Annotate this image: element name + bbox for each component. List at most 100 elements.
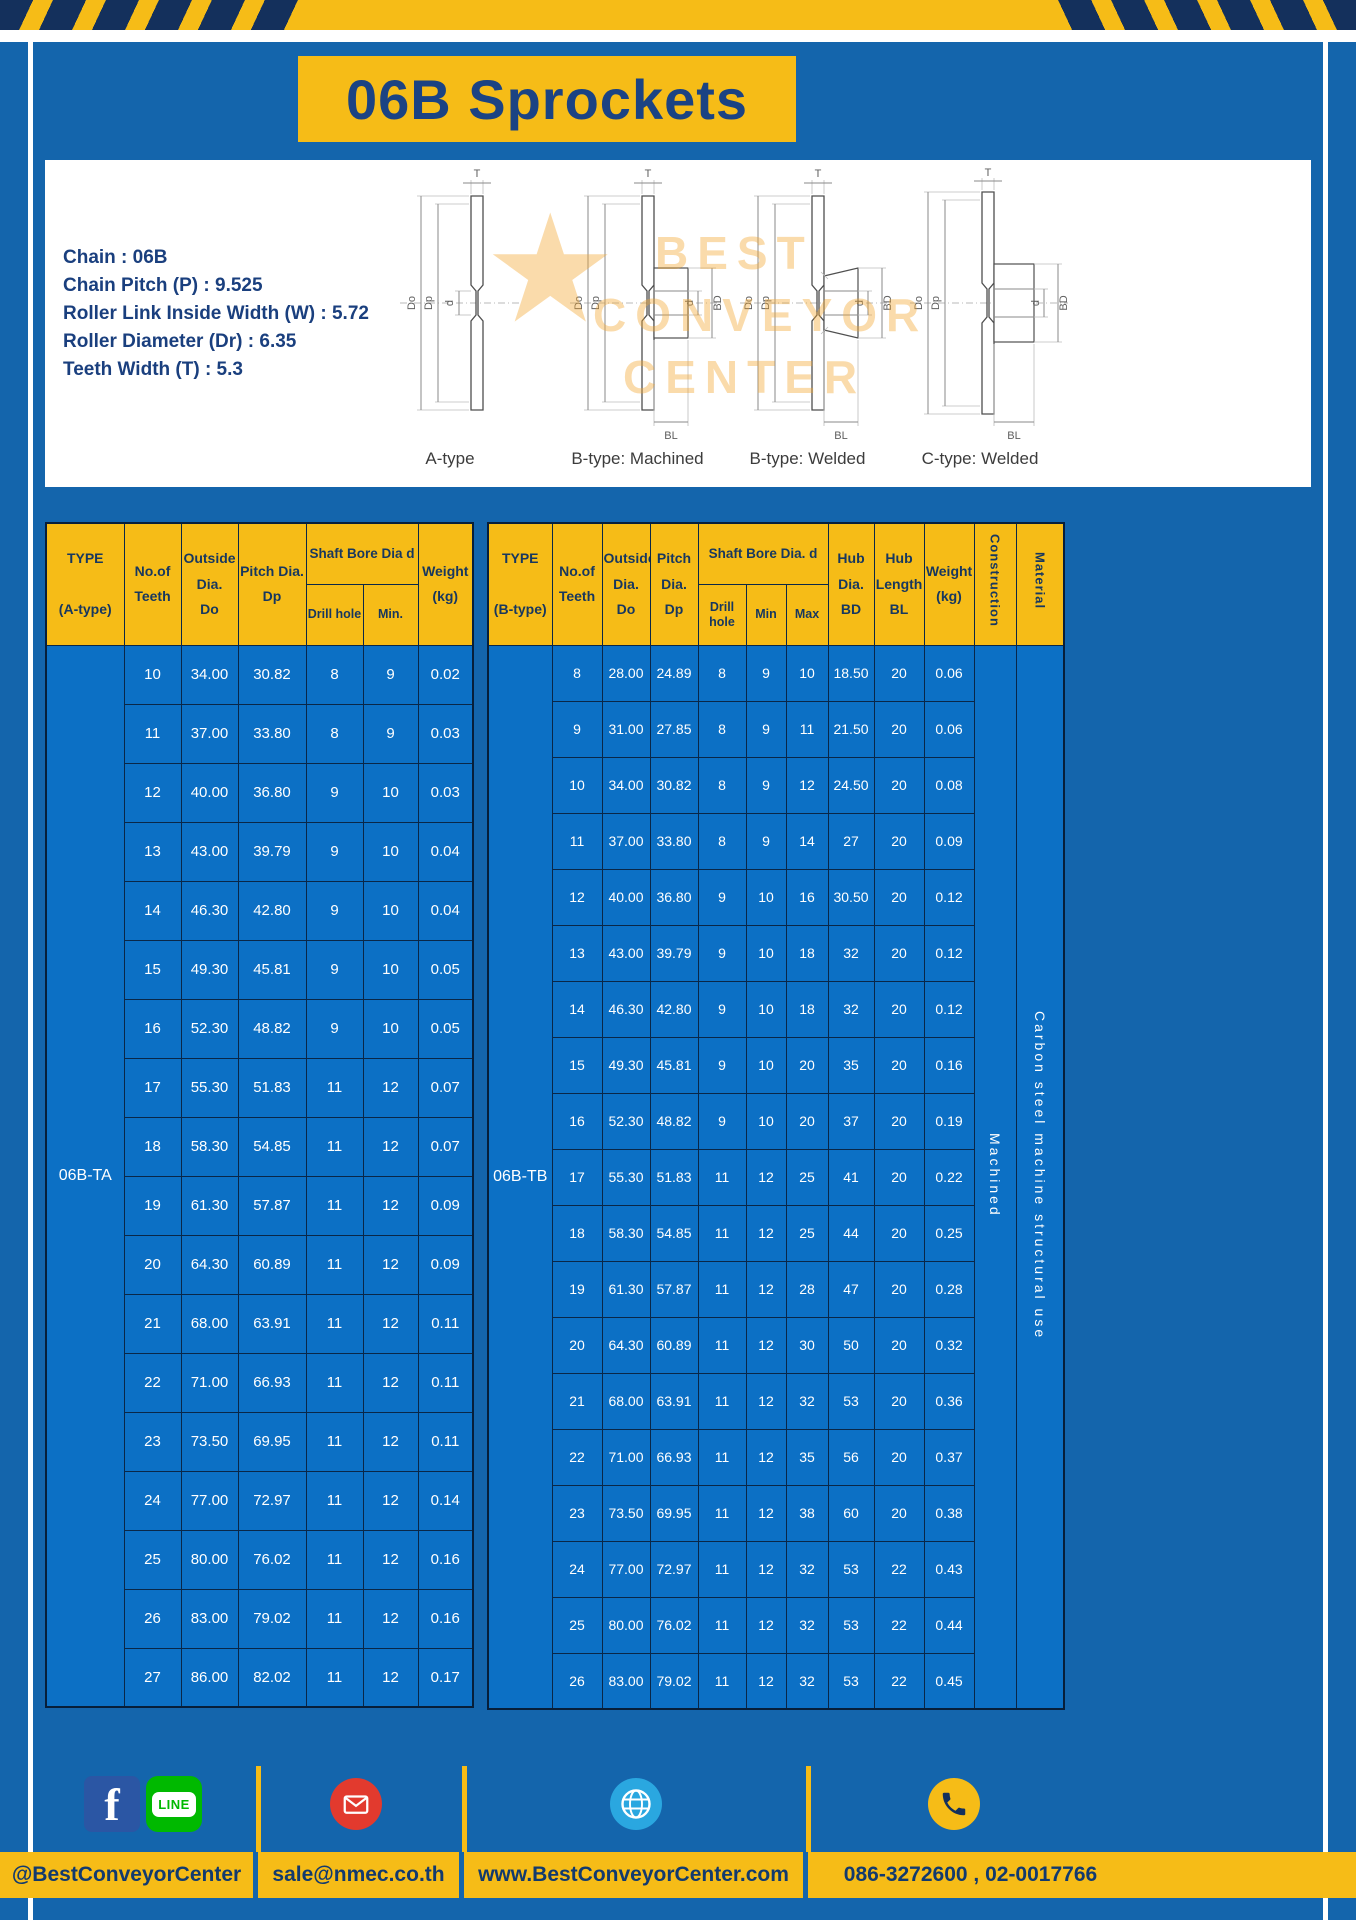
table-cell: 8 <box>697 812 747 870</box>
table-cell: 12 <box>362 1293 419 1354</box>
table-cell: 12 <box>745 1596 787 1654</box>
table-cell: 12 <box>551 868 603 926</box>
table-cell: 11 <box>305 1529 364 1590</box>
table-row: 21 68.00 63.91 11 12 32 53 20 0.36 <box>488 1372 1064 1430</box>
spec-line-roller-width: Roller Link Inside Width (W) : 5.72 <box>63 303 369 324</box>
white-divider-band <box>0 30 1356 42</box>
table-cell: 72.97 <box>649 1540 699 1598</box>
table-cell: 0.22 <box>923 1148 975 1206</box>
table-cell: 8 <box>697 644 747 702</box>
table-cell: 12 <box>745 1652 787 1710</box>
table-row: 06B-TB 8 28.00 24.89 8 9 10 18.50 20 0.06 Machined… <box>487 644 1065 1710</box>
table-cell: 12 <box>362 1116 419 1177</box>
table-cell: 12 <box>745 1316 787 1374</box>
table-cell: 0.06 <box>923 700 975 758</box>
table-cell: 0.12 <box>923 868 975 926</box>
table-cell: 25 <box>123 1529 182 1590</box>
table-cell: 57.87 <box>237 1175 307 1236</box>
table-cell: 10 <box>785 644 829 702</box>
dim-label-dp: Dp <box>423 296 435 310</box>
table-cell: 9 <box>362 644 419 705</box>
mail-icon <box>330 1778 382 1830</box>
table-cell: 9 <box>745 812 787 870</box>
dim-label-dp: Dp <box>760 296 772 310</box>
spec-line-chain: Chain : 06B <box>63 247 168 268</box>
facebook-letter: f <box>104 1778 120 1830</box>
table-cell: 24 <box>123 1470 182 1531</box>
table-cell: 10 <box>745 1036 787 1094</box>
table-b-body: 06B-TB 8 28.00 24.89 8 9 10 18.50 20 0.06 Machined… <box>487 644 1065 1710</box>
diagram-caption-b-welded: B-type: Welded <box>749 449 866 468</box>
col-header-shaft-bore-group: Shaft Bore Dia. d <box>697 522 829 585</box>
table-cell: 20 <box>873 868 925 926</box>
table-a-header: TYPE (A-type) No.of Teeth Outside Dia. D… <box>45 522 474 646</box>
table-cell: 11 <box>305 1352 364 1413</box>
table-cell: 0.37 <box>923 1428 975 1486</box>
table-cell: 0.04 <box>417 821 474 882</box>
table-cell: 53 <box>827 1596 875 1654</box>
col-header-min: Min. <box>362 583 419 646</box>
table-cell: 50 <box>827 1316 875 1374</box>
table-cell: 0.03 <box>417 762 474 823</box>
table-cell: 32 <box>785 1652 829 1710</box>
col-header-material: Material <box>1015 522 1065 646</box>
table-cell: 45.81 <box>237 939 307 1000</box>
table-cell: 32 <box>785 1596 829 1654</box>
footer-social-handle: @BestConveyorCenter <box>11 1863 242 1886</box>
table-cell: 0.09 <box>417 1175 474 1236</box>
col-header-min: Min <box>745 583 787 646</box>
table-cell: 47 <box>827 1260 875 1318</box>
table-row: 25 80.00 76.02 11 12 32 53 22 0.44 <box>488 1596 1064 1654</box>
table-cell: 21.50 <box>827 700 875 758</box>
table-cell: 53 <box>827 1540 875 1598</box>
line-icon: LINE <box>146 1776 202 1832</box>
col-header-teeth: No.of Teeth <box>551 522 603 646</box>
table-cell: 11 <box>697 1372 747 1430</box>
type-cell-b: 06B-TB <box>487 644 553 1710</box>
table-cell: 20 <box>785 1036 829 1094</box>
dim-label-bd: BD <box>712 295 724 310</box>
table-cell: 0.07 <box>417 1116 474 1177</box>
table-cell: 20 <box>873 1204 925 1262</box>
table-cell: 16 <box>785 868 829 926</box>
table-cell: 0.12 <box>923 924 975 982</box>
hazard-stripe-right <box>1056 0 1356 30</box>
dim-label-t: T <box>645 168 652 180</box>
table-cell: 11 <box>305 1293 364 1354</box>
table-a-body: 06B-TA 10 34.00 30.82 8 9 0.02 11 37.00 33.80 8 9 0.… <box>45 644 474 1708</box>
table-cell: 10 <box>745 1092 787 1150</box>
table-cell: 17 <box>123 1057 182 1118</box>
table-cell: 25 <box>785 1148 829 1206</box>
table-cell: 22 <box>551 1428 603 1486</box>
table-cell: 61.30 <box>180 1175 239 1236</box>
col-header-outside-dia: Outside Dia. Do <box>601 522 651 646</box>
table-cell: 15 <box>551 1036 603 1094</box>
table-cell: 21 <box>123 1293 182 1354</box>
table-cell: 82.02 <box>237 1647 307 1708</box>
envelope-glyph <box>343 1795 369 1814</box>
table-cell: 12 <box>362 1470 419 1531</box>
dim-label-bl: BL <box>1007 430 1020 442</box>
table-cell: 40.00 <box>180 762 239 823</box>
table-cell: 33.80 <box>649 812 699 870</box>
table-row: 10 34.00 30.82 8 9 12 24.50 20 0.08 <box>488 756 1064 814</box>
dim-label-d: d <box>854 300 866 306</box>
table-cell: 12 <box>745 1204 787 1262</box>
table-cell: 0.09 <box>417 1234 474 1295</box>
table-cell: 0.05 <box>417 998 474 1059</box>
page-title: 06B Sprockets <box>345 67 749 131</box>
table-cell: 18 <box>785 980 829 1038</box>
table-cell: 64.30 <box>601 1316 651 1374</box>
table-cell: 32 <box>827 924 875 982</box>
table-cell: 11 <box>305 1647 364 1708</box>
table-cell: 11 <box>305 1175 364 1236</box>
table-cell: 12 <box>745 1484 787 1542</box>
table-row: 19 61.30 57.87 11 12 28 47 20 0.28 <box>488 1260 1064 1318</box>
strip-divider <box>459 1852 464 1898</box>
table-cell: 10 <box>745 980 787 1038</box>
table-cell: 14 <box>785 812 829 870</box>
table-cell: 0.02 <box>417 644 474 705</box>
table-cell: 0.14 <box>417 1470 474 1531</box>
table-cell: 30.50 <box>827 868 875 926</box>
table-cell: 0.06 <box>923 644 975 702</box>
